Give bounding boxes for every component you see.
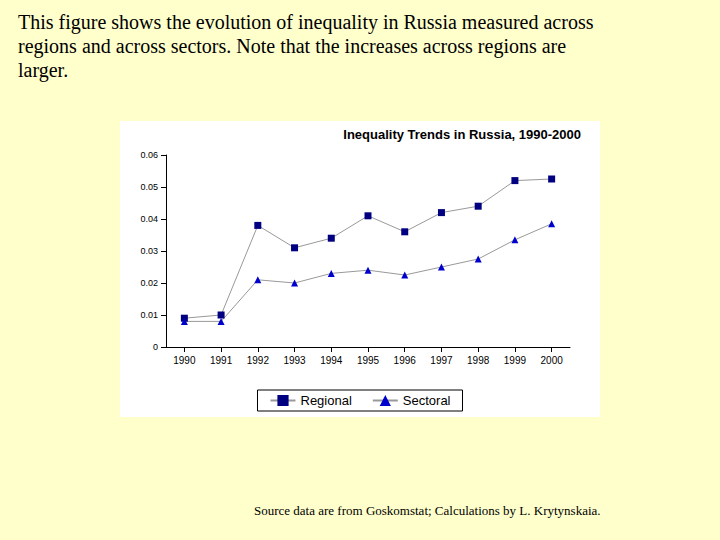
svg-text:0.02: 0.02 — [140, 278, 158, 288]
svg-text:1994: 1994 — [320, 355, 343, 366]
svg-text:0: 0 — [153, 342, 158, 352]
svg-text:0.04: 0.04 — [140, 214, 158, 224]
svg-text:2000: 2000 — [541, 355, 564, 366]
svg-text:1995: 1995 — [357, 355, 380, 366]
html-text:Source data are from Goskomsta: Source data are from Goskomstat; Calcula… — [254, 503, 601, 518]
svg-text:0.03: 0.03 — [140, 246, 158, 256]
svg-text:0.05: 0.05 — [140, 182, 158, 192]
html-text:This figure shows the evolutio: This figure shows the evolution of inequ… — [18, 11, 594, 81]
svg-text:1993: 1993 — [283, 355, 306, 366]
svg-text:1999: 1999 — [504, 355, 527, 366]
svg-text:1992: 1992 — [247, 355, 270, 366]
svg-text:1997: 1997 — [430, 355, 453, 366]
svg-text:Regional: Regional — [300, 393, 351, 408]
svg-text:Sectoral: Sectoral — [403, 393, 451, 408]
svg-text:0.06: 0.06 — [140, 150, 158, 160]
svg-text:0.01: 0.01 — [140, 310, 158, 320]
svg-text:1998: 1998 — [467, 355, 490, 366]
svg-text:1990: 1990 — [173, 355, 196, 366]
svg-text:1996: 1996 — [394, 355, 417, 366]
svg-text:1991: 1991 — [210, 355, 233, 366]
svg-text:Inequality Trends in Russia, 1: Inequality Trends in Russia, 1990-2000 — [343, 127, 581, 142]
